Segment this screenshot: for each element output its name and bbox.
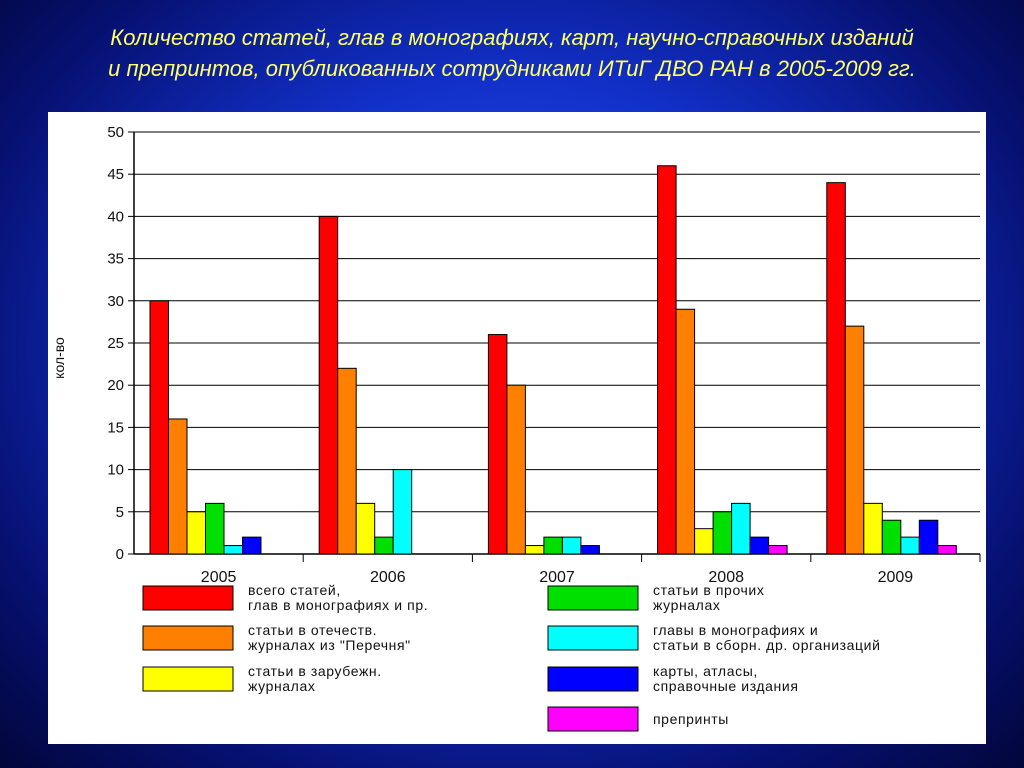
legend-swatch [142,625,234,651]
bar [580,545,600,555]
legend-label: статьи в сборн. др. организаций [653,637,881,653]
legend-label: препринты [653,711,729,727]
y-tick-label: 50 [107,124,124,141]
legend-label: журналах [248,678,315,694]
bar [524,545,545,555]
legend-swatch [142,666,234,692]
legend-label: журналах [653,597,720,613]
bar [506,384,526,555]
bar [392,469,413,555]
bar [918,519,939,555]
legend-swatch [547,666,639,692]
bar [168,418,188,555]
title-line-2: и препринтов, опубликованных сотрудникам… [108,56,916,81]
title-line-1: Количество статей, глав в монографиях, к… [110,25,914,50]
bar [881,519,902,555]
legend-label: всего статей, [248,582,341,598]
chart-title: Количество статей, глав в монографиях, к… [20,22,1004,84]
x-tick-label: 2005 [201,569,237,586]
bar [844,325,865,555]
y-tick-label: 25 [107,335,124,352]
legend-label: справочные издания [653,678,799,694]
bar [712,511,733,555]
bar [205,502,225,555]
y-tick-label: 30 [107,293,124,310]
bar [374,536,394,555]
legend-swatch [547,706,639,732]
legend-swatch [547,625,639,651]
bar [337,367,357,555]
bar [543,536,563,555]
legend-label: главы в монографиях и [653,622,818,638]
bar [768,545,788,555]
y-axis-label: кол-во [51,337,67,379]
y-tick-label: 40 [107,208,124,225]
bar [900,536,920,555]
bar [749,536,770,555]
chart-panel: 0 5 10 15 20 25 30 35 40 45 50 кол-во 2005 2006 2007 20… [48,112,986,744]
bar [863,502,883,555]
legend-swatch [547,585,639,611]
legend-label: журналах из "Перечня" [248,637,411,653]
bar [149,300,169,555]
y-tick-label: 35 [107,251,124,268]
legend-label: глав в монографиях и пр. [248,597,428,613]
bar [694,528,714,555]
y-tick-label: 0 [116,546,124,563]
y-tick-label: 45 [107,166,124,183]
y-tick-label: 5 [116,504,124,521]
y-tick-label: 20 [107,377,124,394]
x-tick-label: 2007 [539,569,575,586]
legend-label: карты, атласы, [653,663,758,679]
y-tick-label: 15 [107,419,124,436]
bar-chart: 0 5 10 15 20 25 30 35 40 45 50 кол-во 2005 2006 2007 20… [51,124,981,732]
bar [826,182,846,555]
legend-label: статьи в отечеств. [248,622,377,638]
bar [731,502,751,555]
bar [223,545,243,555]
bar [186,511,206,555]
x-tick-label: 2006 [370,569,406,586]
legend-label: статьи в зарубежн. [248,663,382,679]
bar [657,165,677,555]
bar [487,334,508,555]
bar [318,215,339,555]
x-tick-label: 2009 [878,569,914,586]
bar [937,545,957,555]
x-tick-label: 2008 [708,569,744,586]
legend-label: статьи в прочих [653,582,764,598]
bar [561,536,582,555]
legend-swatch [142,585,234,611]
bar [355,502,376,555]
bar [242,536,262,555]
bar [675,308,696,555]
y-tick-label: 10 [107,462,124,479]
